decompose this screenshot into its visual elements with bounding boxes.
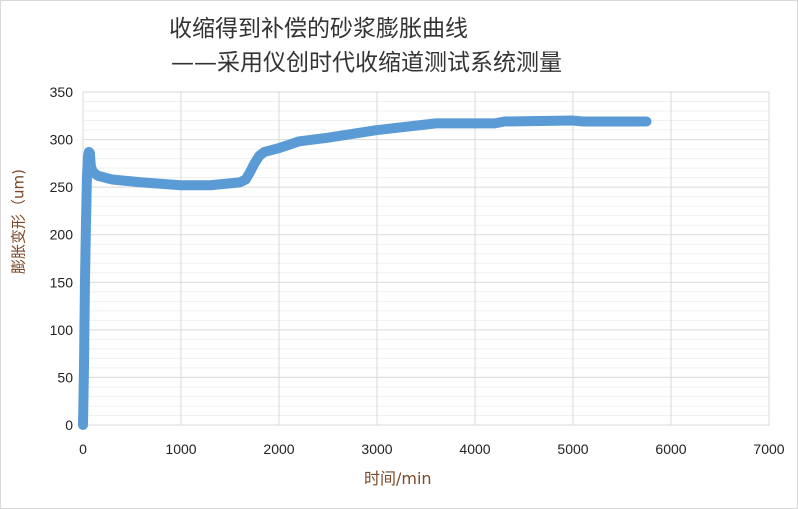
y-tick-label: 350 bbox=[50, 84, 74, 100]
data-point bbox=[137, 178, 146, 187]
data-point bbox=[241, 175, 250, 184]
data-point bbox=[490, 119, 499, 128]
data-point bbox=[85, 148, 94, 157]
data-point bbox=[79, 421, 87, 429]
data-point bbox=[108, 175, 117, 184]
x-tick-label: 1000 bbox=[165, 441, 196, 457]
data-point bbox=[80, 278, 89, 287]
x-tick-label: 7000 bbox=[753, 441, 784, 457]
data-point bbox=[642, 117, 651, 126]
data-point bbox=[578, 117, 587, 126]
data-point bbox=[177, 181, 185, 190]
y-tick-label: 300 bbox=[50, 132, 74, 148]
y-axis-label-text: 膨胀变形（um) bbox=[9, 169, 28, 274]
data-point bbox=[245, 168, 254, 177]
data-point bbox=[500, 117, 509, 126]
x-tick-label: 4000 bbox=[459, 441, 490, 457]
data-point bbox=[82, 173, 91, 182]
data-point bbox=[324, 133, 332, 142]
data-point bbox=[431, 119, 440, 128]
y-tick-label: 200 bbox=[50, 227, 74, 243]
data-point bbox=[260, 147, 269, 156]
x-tick-label: 3000 bbox=[361, 441, 392, 457]
chart-title-line1: 收缩得到补偿的砂浆膨胀曲线 bbox=[169, 16, 468, 42]
x-tick-label: 2000 bbox=[263, 441, 294, 457]
data-point bbox=[81, 221, 90, 230]
x-tick-label: 0 bbox=[79, 441, 87, 457]
y-tick-label: 150 bbox=[50, 274, 74, 290]
x-axis-label: 时间/min bbox=[364, 469, 432, 488]
y-tick-label: 50 bbox=[57, 369, 73, 385]
y-tick-label: 0 bbox=[65, 417, 73, 433]
data-point bbox=[250, 159, 259, 168]
data-point bbox=[206, 181, 215, 190]
y-tick-label: 250 bbox=[50, 179, 74, 195]
data-point bbox=[93, 171, 102, 180]
data-point bbox=[471, 119, 479, 128]
y-tick-label: 100 bbox=[50, 322, 74, 338]
data-point bbox=[275, 144, 283, 153]
y-axis-label: 膨胀变形（um) bbox=[8, 169, 29, 274]
chart-title-line2: ——采用仪创时代收缩道测试系统测量 bbox=[171, 50, 562, 76]
x-tick-label: 5000 bbox=[557, 441, 588, 457]
data-point bbox=[569, 116, 577, 125]
x-tick-label: 6000 bbox=[655, 441, 686, 457]
data-point bbox=[79, 363, 88, 372]
data-point bbox=[373, 126, 381, 135]
data-point bbox=[294, 137, 303, 146]
